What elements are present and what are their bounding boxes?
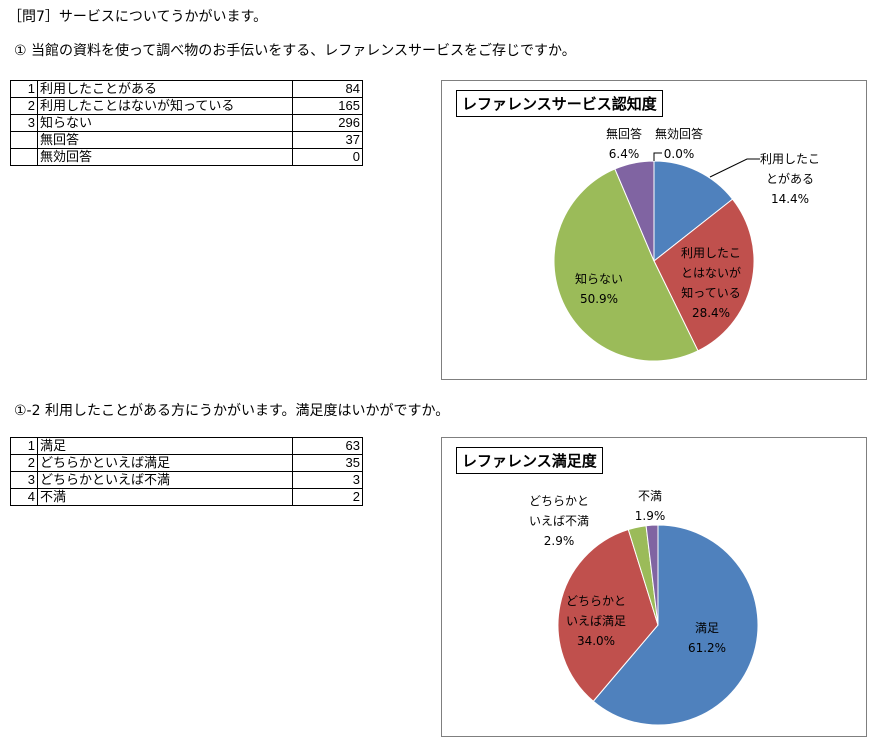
row-value: 165 (292, 97, 363, 115)
row-label: どちらかといえば不満 (37, 471, 293, 489)
row-value: 0 (292, 148, 363, 166)
row-value: 37 (292, 131, 363, 149)
table-row: 無回答 37 (10, 131, 363, 149)
row-number: 4 (10, 488, 38, 506)
pie-slice (645, 524, 659, 626)
table-row: 2 利用したことはないが知っている 165 (10, 97, 363, 115)
row-number: 1 (10, 437, 38, 455)
pie-slice (592, 524, 759, 726)
row-number (10, 148, 38, 166)
question-2-text: ①-2 利用したことがある方にうかがいます。満足度はいかがですか。 (14, 403, 450, 419)
row-label: 利用したことがある (37, 80, 293, 98)
row-value: 296 (292, 114, 363, 132)
row-label: 無回答 (37, 131, 293, 149)
pie-slice (557, 528, 659, 702)
table-row: 無効回答 0 (10, 148, 363, 166)
awareness-pie-chart: 利用したことがある 14.4% 利用したことはないが知っている 28.4% 知らない 50… (441, 80, 867, 380)
row-number: 2 (10, 454, 38, 472)
table-row: 2 どちらかといえば満足 35 (10, 454, 363, 472)
pie-slice (553, 168, 699, 362)
data-label: 満足 61.2% (688, 621, 726, 655)
awareness-table: 1 利用したことがある 84 2 利用したことはないが知っている 165 3 知らない 296 無… (10, 80, 363, 166)
data-label: 無回答 6.4% (606, 126, 642, 161)
satisfaction-pie-svg: 満足 61.2% どちらかといえば満足 34.0% どちらかといえば不満 2.9% 不満 1.… (529, 489, 759, 726)
row-value: 84 (292, 80, 363, 98)
data-label: 無効回答 0.0% (655, 126, 703, 161)
row-value: 3 (292, 471, 363, 489)
row-value: 2 (292, 488, 363, 506)
table-row: 1 利用したことがある 84 (10, 80, 363, 98)
leader-line (653, 152, 662, 161)
data-label: どちらかといえば満足 34.0% (566, 594, 626, 648)
data-label: 利用したことがある 14.4% (760, 152, 820, 206)
row-label: どちらかといえば満足 (37, 454, 293, 472)
row-number: 2 (10, 97, 38, 115)
pie-slice (653, 198, 755, 352)
table-row: 1 満足 63 (10, 437, 363, 455)
row-label: 利用したことはないが知っている (37, 97, 293, 115)
data-label: どちらかといえば不満 2.9% (529, 494, 589, 548)
row-number: 3 (10, 114, 38, 132)
row-label: 知らない (37, 114, 293, 132)
row-number: 3 (10, 471, 38, 489)
table-row: 3 どちらかといえば不満 3 (10, 471, 363, 489)
leader-line (709, 158, 760, 178)
question-1-text: ① 当館の資料を使って調べ物のお手伝いをする、レファレンスサービスをご存じですか… (14, 43, 576, 59)
satisfaction-pie-chart: 満足 61.2% どちらかといえば満足 34.0% どちらかといえば不満 2.9% 不満 1.… (441, 437, 867, 737)
page-title: ［問7］サービスについてうかがいます。 (8, 9, 268, 25)
row-label: 無効回答 (37, 148, 293, 166)
row-value: 35 (292, 454, 363, 472)
row-label: 満足 (37, 437, 293, 455)
row-label: 不満 (37, 488, 293, 506)
table-row: 3 知らない 296 (10, 114, 363, 132)
data-label: 利用したことはないが知っている 28.4% (681, 246, 741, 320)
awareness-pie-svg: 利用したことがある 14.4% 利用したことはないが知っている 28.4% 知らない 50… (553, 126, 820, 362)
satisfaction-table: 1 満足 63 2 どちらかといえば満足 35 3 どちらかといえば不満 3 4 不満 2 (10, 437, 363, 506)
row-number: 1 (10, 80, 38, 98)
row-value: 63 (292, 437, 363, 455)
chart-title: レファレンスサービス認知度 (456, 90, 663, 117)
data-label: 不満 1.9% (635, 489, 666, 523)
row-number (10, 131, 38, 149)
table-row: 4 不満 2 (10, 488, 363, 506)
chart-title: レファレンス満足度 (456, 447, 603, 474)
pie-slice (614, 160, 655, 262)
data-label: 知らない 50.9% (575, 272, 623, 306)
pie-slice (653, 160, 734, 263)
